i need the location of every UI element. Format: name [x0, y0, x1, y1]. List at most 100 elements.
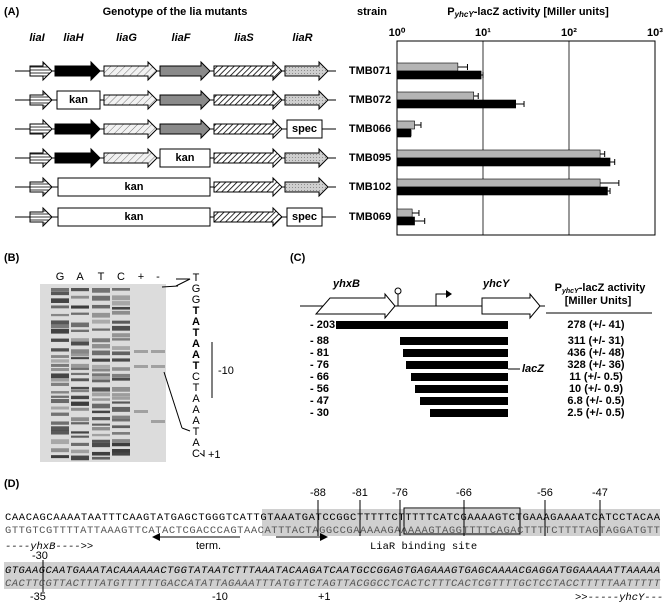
gel-band [71, 295, 89, 299]
gel-band [112, 325, 130, 331]
bracket [163, 371, 183, 429]
lane-label: C [117, 271, 125, 283]
panel-label: (D) [4, 478, 20, 490]
gene-arrow [29, 147, 53, 169]
gene-arrow [284, 147, 329, 169]
gel-band [71, 288, 89, 292]
gene-arrow [54, 147, 101, 169]
gene-name: liaH [63, 32, 84, 44]
gel-band [51, 368, 69, 372]
gel-band [71, 442, 89, 446]
gel-band [92, 392, 110, 397]
sequence-letter: T [193, 327, 200, 339]
gel-band [92, 364, 110, 369]
gel-band [51, 359, 69, 363]
gene-label: yhcY [482, 278, 511, 290]
construct-label: - 81 [310, 347, 329, 359]
x-tick-label: 10³ [647, 27, 663, 39]
bar [396, 91, 475, 101]
term-arrow [320, 533, 328, 541]
gel-band [112, 432, 130, 435]
category-label: TMB095 [349, 152, 391, 164]
gel-band [51, 406, 69, 410]
gel-band [151, 350, 165, 353]
gel-band [112, 442, 130, 447]
gel-band [51, 378, 69, 382]
bar [396, 128, 412, 138]
sequence-letter: A [192, 437, 200, 449]
gel-band [92, 439, 110, 443]
gene-arrow [213, 147, 283, 169]
error-bar [457, 64, 468, 70]
gel-band [71, 455, 89, 461]
error-bar [412, 210, 420, 216]
gel-band [92, 417, 110, 421]
gel-band [92, 358, 110, 362]
error-bar [600, 151, 606, 157]
gene-arrow [314, 292, 396, 320]
activity: 278 (+/- 41) [567, 319, 625, 331]
bar [396, 99, 516, 109]
construct-bar [400, 337, 508, 345]
gel-band [71, 357, 89, 360]
gel-band [51, 398, 69, 404]
activity: 436 (+/- 48) [567, 347, 625, 359]
lane-label: A [76, 271, 84, 283]
gene-arrow [103, 89, 158, 111]
gel-band [71, 338, 89, 341]
gel-band [51, 298, 69, 303]
gel-band [112, 386, 130, 392]
sequence-letter: A [192, 415, 200, 427]
gel-band [92, 319, 110, 324]
sequence: CACTTCGTTACTTTATGTTTTTTGACCATATTAGAAATTT… [5, 578, 661, 590]
position-label: +1 [318, 591, 331, 602]
gel-band [51, 363, 69, 367]
gel-band [71, 417, 89, 422]
construct-bar [411, 373, 508, 381]
gene-arrow [29, 118, 53, 140]
construct-bar [336, 321, 508, 329]
category-label: TMB066 [349, 123, 391, 135]
gel-band [92, 350, 110, 356]
minus10: -10 [218, 365, 234, 377]
error-bar [481, 72, 484, 78]
lane-label: - [156, 271, 160, 283]
bracket [161, 285, 179, 288]
gel-band [71, 329, 89, 333]
gene-name: liaF [172, 32, 191, 44]
gene-arrow [159, 89, 211, 111]
reporter: lacZ [522, 363, 545, 375]
gel-band [92, 433, 110, 437]
gel-band [51, 391, 69, 394]
gel-band [92, 456, 110, 460]
marker-box [56, 90, 101, 110]
marker-label: kan [176, 152, 195, 164]
gel-band [71, 322, 89, 328]
gel-band [51, 320, 69, 325]
sequence-letter: T [193, 272, 200, 284]
marker-box [286, 119, 323, 139]
position-label: -76 [392, 487, 408, 499]
gel-band [112, 333, 130, 338]
gel-band [71, 305, 89, 309]
gel-band [92, 442, 110, 448]
gene-name: liaS [234, 32, 254, 44]
gel-band [134, 350, 148, 353]
position-label: -88 [310, 487, 326, 499]
gel-band [71, 401, 89, 406]
construct-label: - 30 [310, 407, 329, 419]
error-bar [414, 218, 426, 224]
gel-band [51, 324, 69, 329]
sequence-letter: T [193, 382, 200, 394]
table-header: PyhcY-lacZ activity [555, 282, 647, 295]
binding-box [403, 507, 521, 535]
category-label: TMB069 [349, 211, 391, 223]
gel-band [71, 386, 89, 390]
gel-band [51, 291, 69, 296]
activity: 328 (+/- 36) [567, 359, 625, 371]
gel-band [71, 422, 89, 425]
gene-name: liaI [29, 32, 45, 44]
gel-band [51, 328, 69, 334]
activity: 10 (+/- 0.9) [569, 383, 623, 395]
